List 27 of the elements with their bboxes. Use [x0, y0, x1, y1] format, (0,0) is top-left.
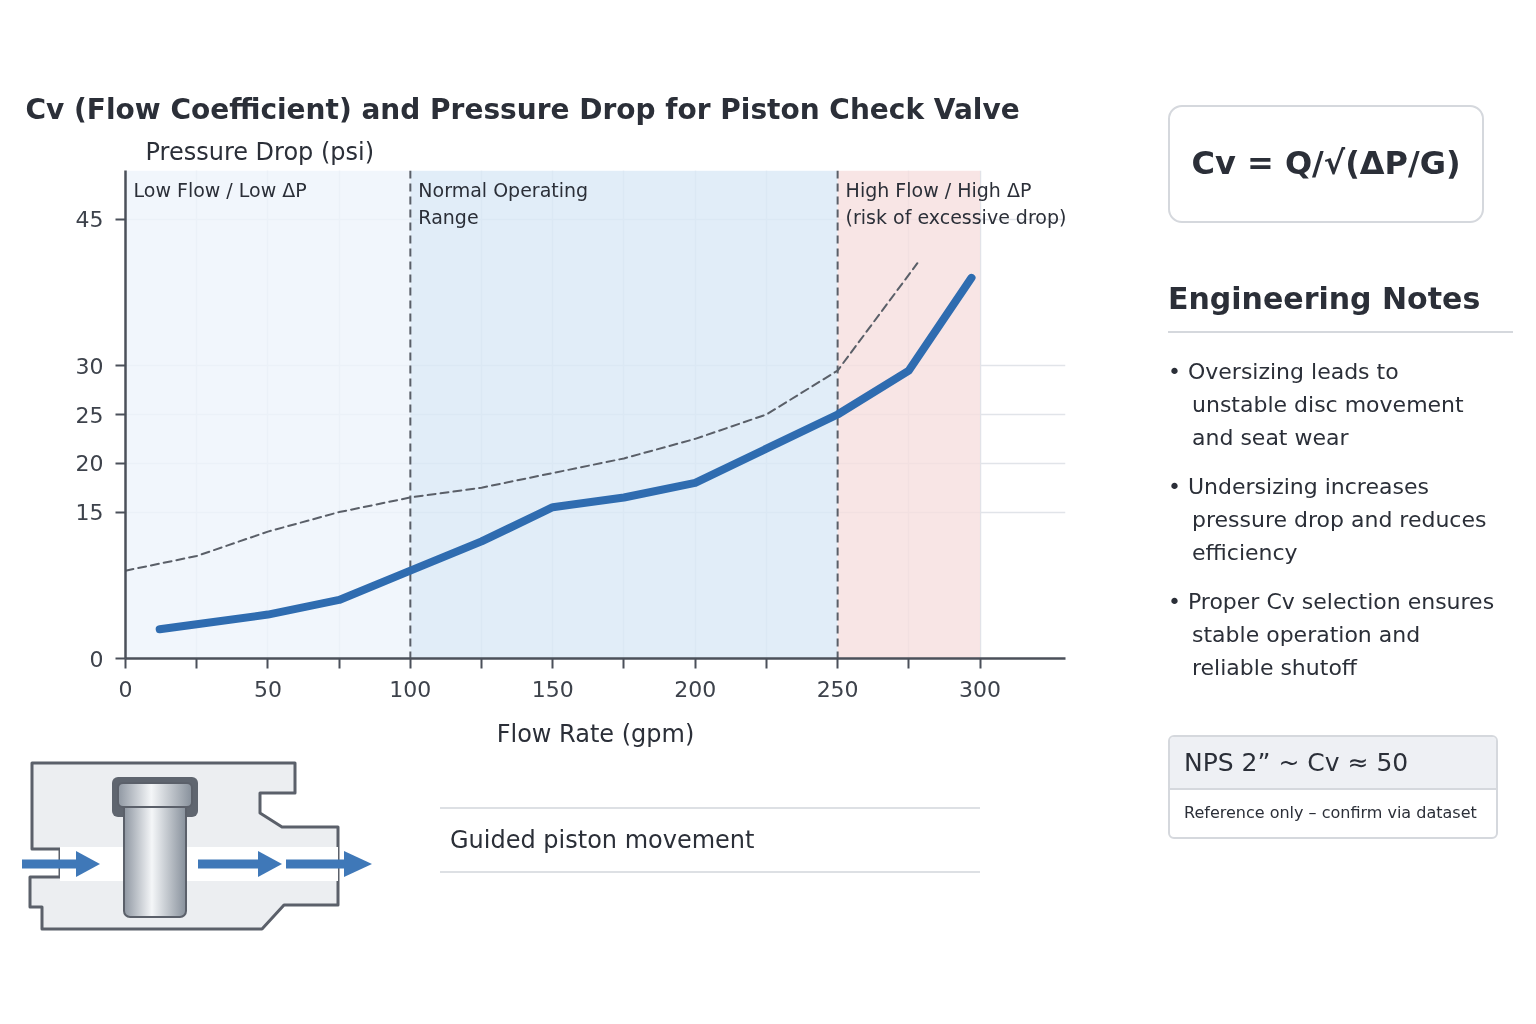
- x-tick-label: 0: [118, 676, 133, 702]
- band-label: Low Flow / Low ΔP: [133, 178, 307, 201]
- band-label: High Flow / High ΔP (risk of excessive drop): [845, 178, 1067, 228]
- x-tick-label: 200: [674, 676, 717, 702]
- text: NPS 2” ~ Cv ≈ 50: [1170, 736, 1496, 791]
- x-tick-label: 100: [389, 676, 432, 702]
- text: • Undersizing increases pressure drop and reduces efficiency: [1168, 472, 1488, 567]
- text: Reference only – confirm via dataset: [1183, 802, 1478, 825]
- text: Cv = Q/√(ΔP/G): [1168, 105, 1484, 223]
- x-tick-label: 150: [531, 676, 574, 702]
- y-axis-title: Pressure Drop (psi): [145, 137, 375, 166]
- text: • Oversizing leads to unstable disc movement and seat wear: [1168, 357, 1465, 452]
- y-tick-label: 15: [75, 500, 104, 526]
- x-axis-title: Flow Rate (gpm): [496, 719, 695, 748]
- y-tick-label: 0: [89, 646, 104, 672]
- y-tick-label: 30: [75, 353, 104, 379]
- chart-title: Cv (Flow Coefficient) and Pressure Drop for Piston Check Valve: [25, 92, 1020, 126]
- text: • Proper Cv selection ensures stable operation and reliable shutoff: [1168, 587, 1496, 682]
- x-tick-label: 50: [253, 676, 282, 702]
- x-tick-label: 250: [816, 676, 859, 702]
- band-label: Normal Operating Range: [418, 178, 589, 228]
- y-tick-label: 25: [75, 402, 104, 428]
- text: Guided piston movement: [440, 807, 980, 874]
- y-tick-label: 45: [75, 207, 104, 233]
- x-tick-label: 300: [959, 676, 1002, 702]
- text: Engineering Notes: [1168, 277, 1513, 333]
- y-tick-label: 20: [75, 451, 104, 477]
